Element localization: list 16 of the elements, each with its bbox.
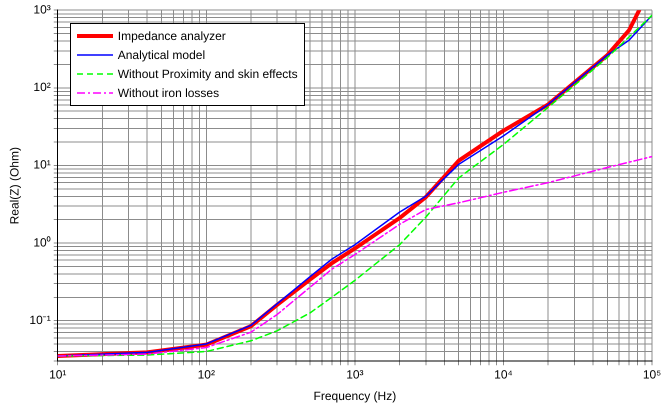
y-tick-label: 10⁰ <box>33 235 51 250</box>
y-axis-title: Real(Z) (Ohm) <box>8 147 22 224</box>
x-tick-label: 10³ <box>346 368 364 382</box>
legend-label: Without Proximity and skin effects <box>118 66 298 81</box>
y-tick-label: 10⁻¹ <box>29 312 51 327</box>
y-tick-label: 10³ <box>33 2 51 17</box>
x-axis-title: Frequency (Hz) <box>314 389 396 404</box>
y-tick-label: 10¹ <box>33 158 51 172</box>
x-tick-label: 10¹ <box>49 368 66 382</box>
legend-label: Analytical model <box>118 48 206 62</box>
x-tick-label: 10² <box>198 368 215 382</box>
legend-label: Without iron losses <box>118 86 220 100</box>
legend-label: Impedance analyzer <box>118 28 226 43</box>
x-tick-label: 10⁵ <box>642 368 662 382</box>
y-tick-label: 10² <box>33 80 51 94</box>
x-tick-label: 10⁴ <box>494 368 513 382</box>
